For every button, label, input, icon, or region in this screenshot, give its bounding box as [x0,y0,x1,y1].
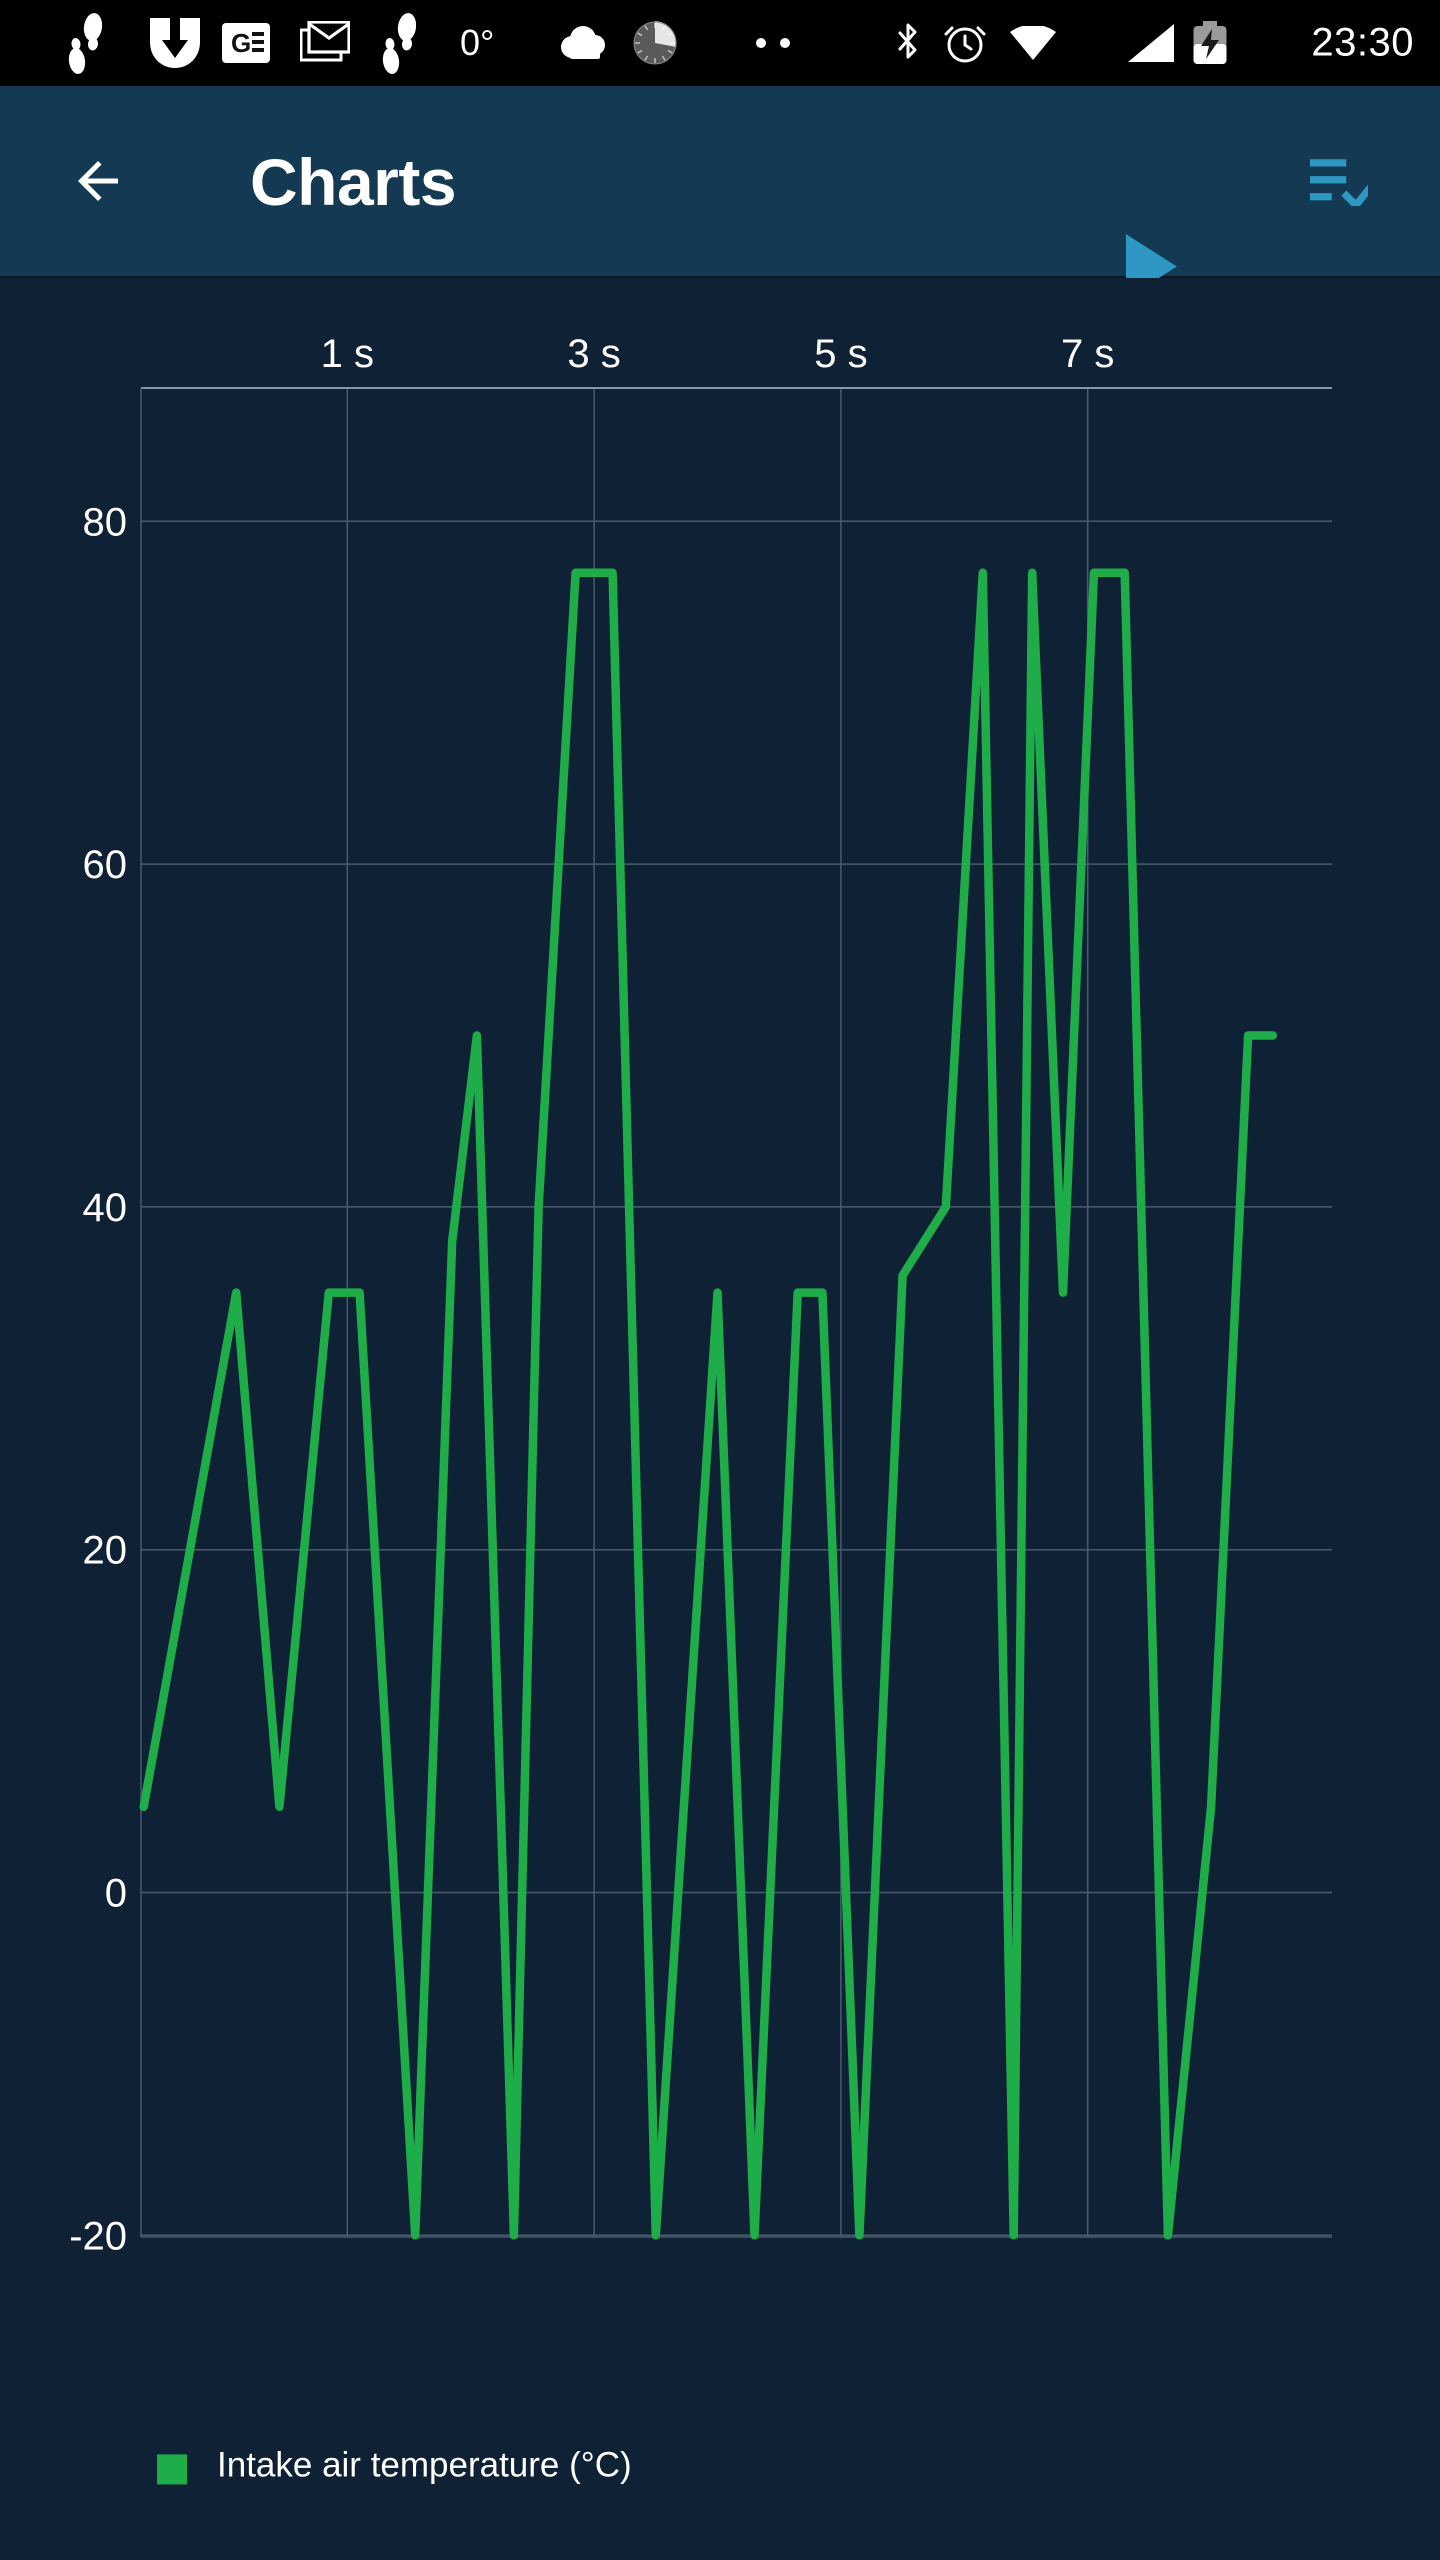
svg-text:-20: -20 [69,2214,127,2258]
svg-text:3 s: 3 s [567,332,620,376]
svg-text:40: 40 [83,1186,128,1230]
svg-text:0: 0 [105,1872,127,1916]
svg-text:5 s: 5 s [814,332,867,376]
svg-text:60: 60 [83,843,128,887]
svg-text:7 s: 7 s [1061,332,1114,376]
svg-text:G: G [231,28,251,58]
svg-text:1 s: 1 s [321,332,374,376]
svg-text:Intake air temperature (°C): Intake air temperature (°C) [217,2445,632,2484]
svg-text:80: 80 [83,500,128,544]
svg-text:20: 20 [83,1529,128,1573]
